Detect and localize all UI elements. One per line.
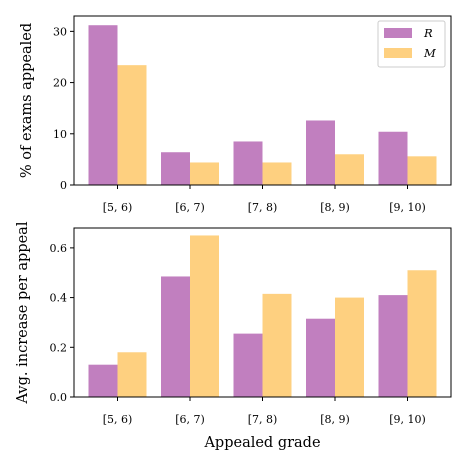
y-tick-label: 20 — [53, 77, 67, 90]
bar-r-4 — [306, 318, 335, 397]
legend-swatch-m — [384, 48, 412, 58]
legend-swatch-r — [384, 28, 412, 38]
x-tick-label: [6, 7) — [175, 201, 205, 214]
x-tick-label: [9, 10) — [389, 413, 426, 426]
x-tick-label: [7, 8) — [248, 201, 278, 214]
y-tick-label: 30 — [53, 25, 67, 38]
x-axis-label: Appealed grade — [203, 435, 320, 451]
bar-m-5 — [407, 270, 437, 397]
legend-label-m: M — [423, 46, 437, 60]
bar-m-3 — [262, 293, 292, 397]
bar-r-5 — [378, 295, 408, 397]
y-tick-label: 0.4 — [50, 292, 68, 305]
bar-r-2 — [161, 152, 190, 185]
bar-m-3 — [262, 162, 292, 185]
legend: R M — [377, 20, 446, 68]
y-tick-label: 10 — [53, 128, 67, 141]
bar-r-1 — [88, 364, 118, 397]
y-tick-label: 0.0 — [50, 391, 68, 404]
x-tick-label: [8, 9) — [320, 201, 350, 214]
x-tick-label: [5, 6) — [103, 413, 133, 426]
x-tick-label: [9, 10) — [389, 201, 426, 214]
y-tick-label: 0.2 — [50, 341, 68, 354]
x-tick-label: [5, 6) — [103, 201, 133, 214]
y-axis-label: % of exams appealed — [19, 23, 35, 178]
bar-m-2 — [190, 235, 219, 397]
bar-r-1 — [88, 25, 118, 185]
chart-avg-increase-per-appeal: 0.0 0.2 0.4 0.6 [5, 6) [6, 7) [7, 8) [8, 9) [9,… — [15, 221, 452, 451]
x-tick-label: [6, 7) — [175, 413, 205, 426]
x-tick-label: [8, 9) — [320, 413, 350, 426]
bar-r-4 — [306, 120, 335, 185]
plot-frame — [73, 15, 452, 186]
bar-m-5 — [407, 156, 437, 185]
bar-m-4 — [335, 297, 364, 397]
bar-r-3 — [233, 333, 263, 397]
legend-box — [377, 20, 446, 68]
bar-m-4 — [335, 154, 364, 185]
plot-frame — [73, 227, 452, 398]
y-tick-label: 0.6 — [50, 242, 68, 255]
legend-label-r: R — [423, 26, 433, 40]
bar-r-5 — [378, 131, 408, 185]
y-tick-label: 0 — [60, 179, 67, 192]
bar-r-3 — [233, 141, 263, 185]
bar-r-2 — [161, 276, 190, 397]
bar-m-2 — [190, 162, 219, 185]
bar-m-1 — [117, 352, 147, 397]
bar-m-1 — [117, 65, 147, 185]
x-tick-label: [7, 8) — [248, 413, 278, 426]
y-axis-label: Avg. increase per appeal — [15, 221, 31, 404]
